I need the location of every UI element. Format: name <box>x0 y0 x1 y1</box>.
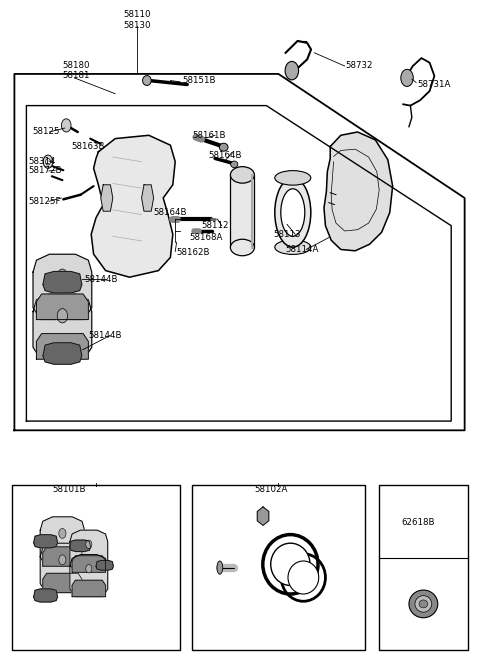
Text: 58144B: 58144B <box>89 331 122 340</box>
Text: 58102A: 58102A <box>254 485 288 494</box>
Polygon shape <box>33 294 92 359</box>
Text: 58151B: 58151B <box>182 76 216 85</box>
Circle shape <box>46 158 50 165</box>
Ellipse shape <box>275 240 311 254</box>
Text: 58112: 58112 <box>202 221 229 230</box>
Ellipse shape <box>288 561 319 594</box>
Polygon shape <box>43 271 82 293</box>
Circle shape <box>86 564 92 573</box>
Ellipse shape <box>409 590 438 618</box>
Circle shape <box>86 540 92 548</box>
Text: 58731A: 58731A <box>418 80 451 89</box>
Polygon shape <box>34 589 58 602</box>
Text: 58163B: 58163B <box>71 142 105 151</box>
Polygon shape <box>43 547 82 566</box>
Circle shape <box>61 119 71 132</box>
Text: 62618B: 62618B <box>402 518 435 527</box>
Polygon shape <box>142 185 154 211</box>
Bar <box>379 485 468 650</box>
Text: 58162B: 58162B <box>177 248 210 257</box>
Polygon shape <box>34 535 58 548</box>
Text: 58125F: 58125F <box>29 197 61 206</box>
Circle shape <box>401 69 413 86</box>
Text: 58314: 58314 <box>29 156 56 166</box>
Circle shape <box>43 155 53 168</box>
Circle shape <box>57 269 68 283</box>
Text: 58180
58181: 58180 58181 <box>62 61 90 81</box>
Polygon shape <box>257 507 269 525</box>
Polygon shape <box>33 254 92 319</box>
Bar <box>12 485 180 650</box>
Ellipse shape <box>415 595 432 612</box>
Ellipse shape <box>217 561 223 574</box>
Text: 58125: 58125 <box>33 127 60 137</box>
Text: 58101B: 58101B <box>53 485 86 494</box>
Circle shape <box>285 61 299 80</box>
Text: 58161B: 58161B <box>192 131 226 140</box>
Polygon shape <box>40 517 84 566</box>
Polygon shape <box>70 540 91 552</box>
Ellipse shape <box>271 543 310 585</box>
Polygon shape <box>43 343 82 364</box>
Ellipse shape <box>281 189 305 236</box>
Polygon shape <box>70 554 108 597</box>
Text: 58114A: 58114A <box>286 245 319 254</box>
Bar <box>192 485 365 650</box>
Bar <box>230 175 254 248</box>
Polygon shape <box>43 574 82 593</box>
Text: 58113: 58113 <box>274 230 301 239</box>
Polygon shape <box>324 132 393 251</box>
Ellipse shape <box>230 166 254 183</box>
Circle shape <box>57 309 68 323</box>
Ellipse shape <box>143 75 151 86</box>
Ellipse shape <box>230 240 254 255</box>
Polygon shape <box>101 185 113 211</box>
Text: 58164B: 58164B <box>154 208 187 217</box>
Circle shape <box>59 555 66 565</box>
Polygon shape <box>36 294 88 319</box>
Ellipse shape <box>419 600 428 608</box>
Polygon shape <box>70 530 108 572</box>
Polygon shape <box>36 334 88 359</box>
Ellipse shape <box>231 161 238 168</box>
Circle shape <box>59 529 66 539</box>
Text: 58144B: 58144B <box>84 275 118 284</box>
Text: 58168A: 58168A <box>190 233 223 242</box>
Polygon shape <box>96 560 113 570</box>
Polygon shape <box>91 135 175 277</box>
Polygon shape <box>72 556 106 572</box>
Ellipse shape <box>219 143 228 151</box>
Text: 58164B: 58164B <box>209 150 242 160</box>
Polygon shape <box>72 580 106 597</box>
Text: 58732: 58732 <box>346 61 373 71</box>
Ellipse shape <box>275 170 311 185</box>
Polygon shape <box>40 543 84 593</box>
Ellipse shape <box>275 178 311 248</box>
Text: 58172B: 58172B <box>29 166 62 176</box>
Text: 58110
58130: 58110 58130 <box>123 10 151 30</box>
